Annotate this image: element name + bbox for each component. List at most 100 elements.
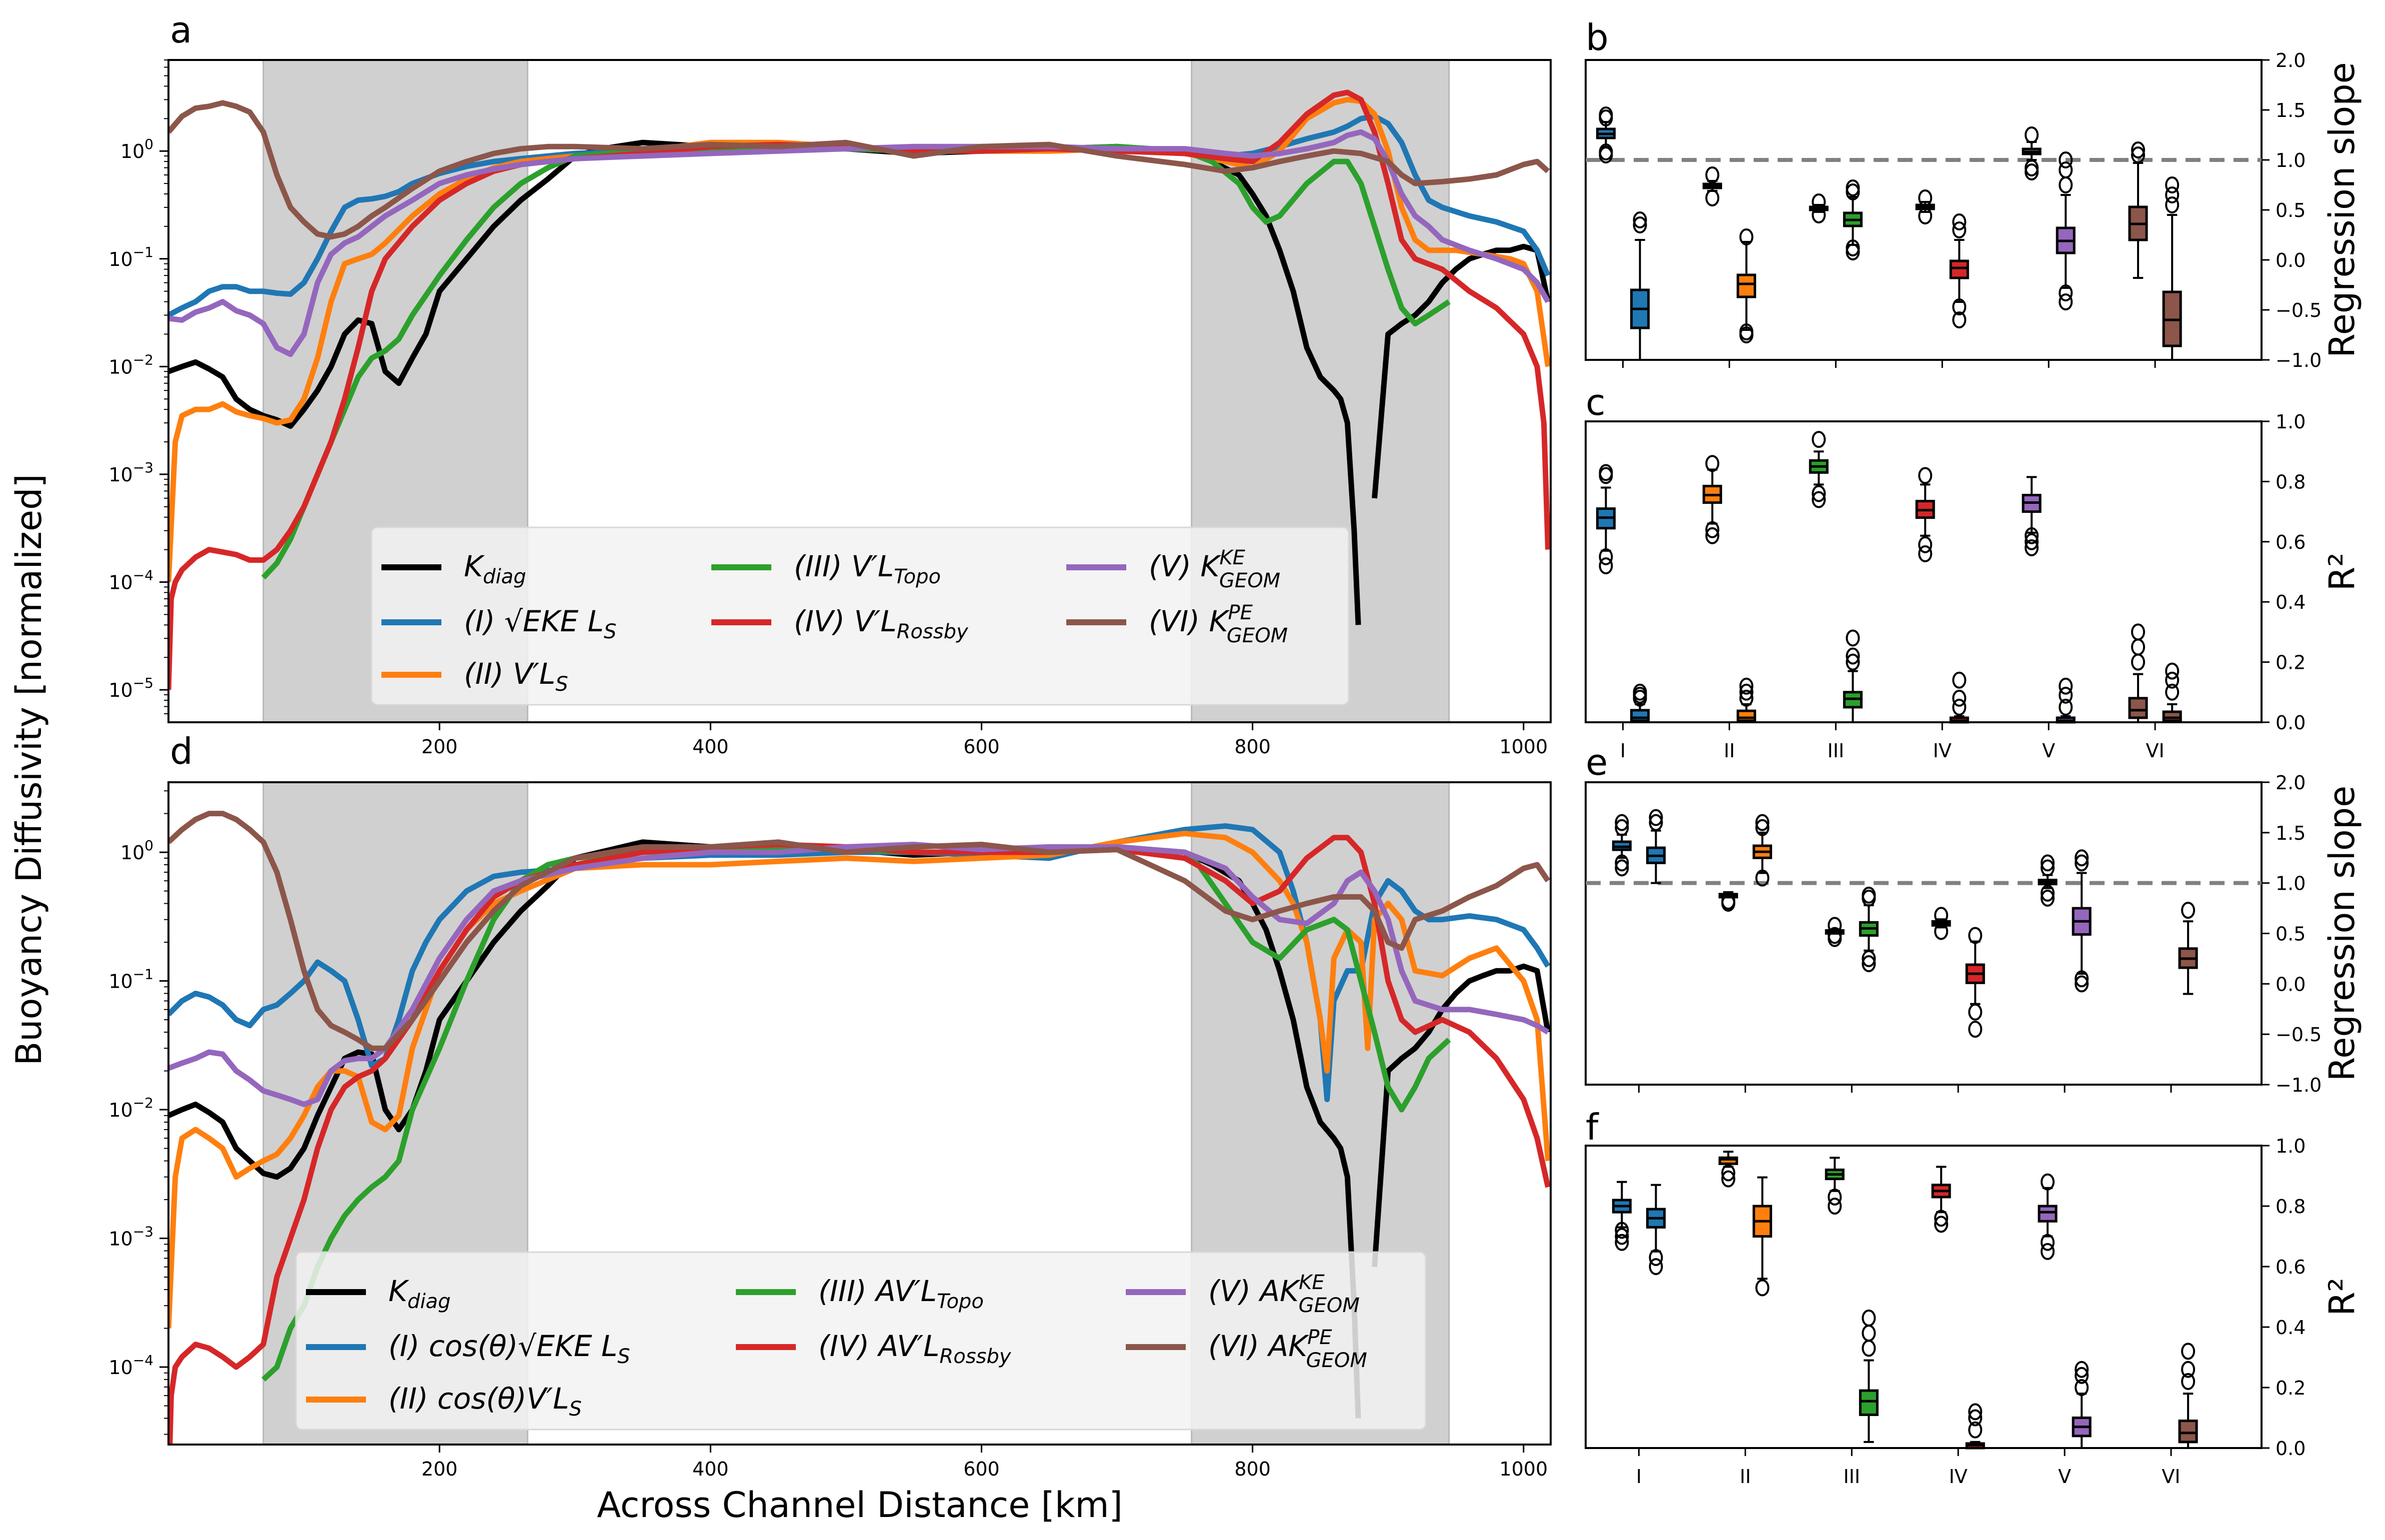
box-III-left xyxy=(1809,193,1829,223)
box-II-right xyxy=(1736,677,1757,723)
legend-label: Kdiag xyxy=(464,549,526,588)
box-VI-right xyxy=(2178,902,2198,995)
y-tick-label: 100 xyxy=(120,837,153,864)
legend-label: (III) AV′LTopo xyxy=(818,1274,984,1313)
box-flier xyxy=(1846,647,1860,665)
legend-label-main: (II) V′L xyxy=(464,657,555,691)
box-flier xyxy=(2041,854,2055,872)
legend-label: (V) KKE GEOM xyxy=(1149,546,1280,592)
box-flier xyxy=(2025,527,2039,544)
box-body xyxy=(1949,259,1969,279)
x-tick-label: 400 xyxy=(692,736,729,758)
box-flier xyxy=(2075,849,2089,867)
box-IV-left xyxy=(1915,467,1935,562)
box-flier xyxy=(1952,671,1967,689)
box-flier xyxy=(1934,923,1949,940)
y-tick-label: 0.5 xyxy=(2276,923,2306,945)
plot-frame xyxy=(1585,781,2263,1086)
y-tick-label: 10−4 xyxy=(108,1352,153,1379)
box-flier xyxy=(2075,1361,2089,1378)
box-flier xyxy=(1705,527,1720,544)
y-tick-label: 10−4 xyxy=(108,567,153,594)
box-flier xyxy=(1649,814,1663,831)
box-flier xyxy=(1952,213,1967,230)
box-IV-left xyxy=(1931,1166,1951,1233)
y-tick-label: 10−2 xyxy=(108,1095,153,1121)
y-tick-label: 10−3 xyxy=(108,459,153,486)
y-tick-exponent: −3 xyxy=(133,459,153,476)
x-tick-label: V xyxy=(2042,740,2055,762)
legend-label-main: (V) K xyxy=(1149,549,1221,583)
box-III-left xyxy=(1825,1157,1845,1215)
box-V-left xyxy=(2038,1173,2058,1260)
legend-label-sub: S xyxy=(569,1398,581,1421)
legend-label-main: (IV) V′L xyxy=(794,604,897,638)
x-tick-label: 800 xyxy=(1234,736,1271,758)
y-tick-exponent: −1 xyxy=(133,966,153,983)
y-tick-exponent: −2 xyxy=(133,1095,153,1111)
box-V-left xyxy=(2022,126,2042,180)
legend-label: Kdiag xyxy=(388,1274,450,1313)
box-flier xyxy=(1828,930,1842,947)
box-flier xyxy=(1633,683,1647,701)
box-flier xyxy=(2181,1373,2196,1390)
x-tick-label: 200 xyxy=(421,1458,458,1480)
y-tick-label: 0.0 xyxy=(2276,249,2306,271)
legend-label-sub: GEOM xyxy=(1227,624,1288,647)
plot-frame xyxy=(1585,1145,2263,1449)
box-flier xyxy=(1952,221,1967,238)
y-axis-label: Regression slope xyxy=(2322,786,2363,1081)
box-flier xyxy=(1739,326,1754,343)
box-flier xyxy=(1862,1325,1876,1342)
y-tick-label: 0.8 xyxy=(2276,1196,2306,1218)
box-V-left xyxy=(2038,854,2058,907)
shared-x-axis-label: Across Channel Distance [km] xyxy=(597,1485,1123,1526)
legend-label-sub: S xyxy=(604,620,616,643)
plot-frame xyxy=(167,781,1552,1446)
box-flier xyxy=(1633,211,1647,228)
legend-label-sub: diag xyxy=(483,565,526,588)
box-flier xyxy=(1918,207,1933,224)
box-III-right xyxy=(1859,1309,1879,1443)
x-tick-label: 1000 xyxy=(1499,1458,1548,1480)
legend: Kdiag(I) √EKE LS(II) V′LS(III) V′LTopo(I… xyxy=(370,526,1350,706)
box-flier xyxy=(2059,176,2073,193)
box-I-right xyxy=(1646,1184,1666,1275)
panel-c: cI II III IV V VI1.00.80.60.40.20.0R² xyxy=(1585,381,2363,762)
box-flier xyxy=(2075,970,2089,988)
box-flier xyxy=(2025,539,2039,556)
plot-frame xyxy=(1585,420,2263,723)
box-VI-right xyxy=(2162,662,2182,723)
legend-label-sub: Topo xyxy=(894,565,941,588)
legend-label-sup: PE xyxy=(1228,601,1253,624)
y-tick-label: 100 xyxy=(120,136,153,162)
box-flier xyxy=(2181,1343,2196,1360)
box-III-right xyxy=(1859,886,1879,972)
x-tick-label: I xyxy=(1636,1466,1642,1488)
panel-label-d: d xyxy=(170,730,193,772)
x-tick-label: VI xyxy=(2162,1466,2180,1488)
legend-label-sub: Rossby xyxy=(897,620,969,643)
y-tick-label: 10−5 xyxy=(108,675,153,701)
box-flier xyxy=(2041,859,2055,877)
box-flier xyxy=(1599,109,1613,126)
box-body xyxy=(1859,1389,1879,1416)
series-line-5 xyxy=(168,842,1550,1107)
box-flier xyxy=(1934,907,1949,924)
x-tick-label: V xyxy=(2058,1466,2071,1488)
box-flier xyxy=(1846,653,1860,671)
x-tick-label: 1000 xyxy=(1499,736,1548,758)
x-tick-label: IV xyxy=(1949,1466,1968,1488)
legend-label: (IV) V′LRossby xyxy=(794,604,969,643)
box-flier xyxy=(2059,293,2073,310)
y-tick-label: 0.4 xyxy=(2276,591,2306,613)
box-II-left xyxy=(1702,455,1722,544)
y-tick-exponent: −1 xyxy=(133,244,153,260)
y-tick-label: 10−1 xyxy=(108,966,153,993)
legend-label-sub: S xyxy=(555,673,568,696)
x-tick-label: VI xyxy=(2146,740,2164,762)
legend-label-sup: KE xyxy=(1299,1271,1325,1294)
y-axis-label: Regression slope xyxy=(2322,62,2363,357)
y-tick-label: 2.0 xyxy=(2276,49,2306,71)
box-flier xyxy=(1615,1222,1629,1239)
